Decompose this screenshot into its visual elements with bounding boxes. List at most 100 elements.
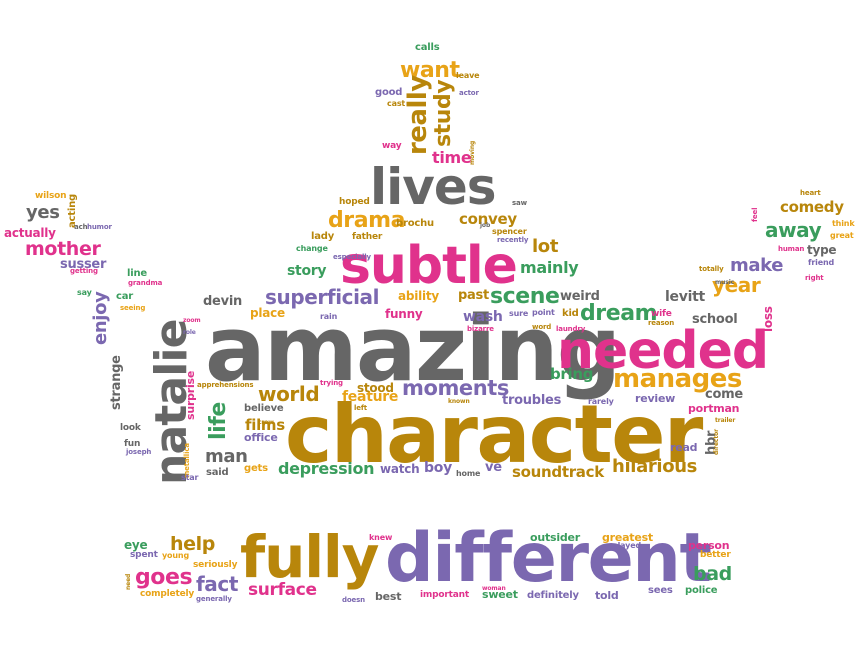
word: fun bbox=[124, 439, 141, 449]
word: music bbox=[715, 279, 735, 286]
word: superficial bbox=[265, 285, 380, 309]
word: story bbox=[287, 263, 327, 279]
word: life bbox=[206, 402, 231, 440]
word: devin bbox=[203, 294, 243, 309]
word: wilson bbox=[35, 191, 67, 201]
word: gets bbox=[244, 463, 268, 474]
word: subtle bbox=[340, 236, 518, 296]
word: dream bbox=[580, 301, 658, 326]
word: star bbox=[181, 473, 199, 482]
word: really bbox=[403, 75, 433, 155]
word: goes bbox=[135, 565, 193, 590]
word: spent bbox=[130, 550, 158, 560]
word: think bbox=[832, 219, 855, 228]
word: man bbox=[205, 446, 248, 467]
word: best bbox=[375, 590, 402, 603]
word: car bbox=[116, 291, 134, 302]
word: definitely bbox=[527, 590, 579, 601]
word: comedy bbox=[780, 198, 844, 216]
word: mainly bbox=[520, 258, 579, 277]
word: grandma bbox=[128, 279, 163, 287]
word: surface bbox=[248, 580, 317, 600]
word: said bbox=[206, 467, 229, 478]
word: hilarious bbox=[612, 456, 698, 477]
word: lives bbox=[370, 158, 497, 216]
word: friend bbox=[808, 258, 835, 267]
word: good bbox=[375, 87, 403, 98]
word: joseph bbox=[126, 448, 152, 456]
word: scene bbox=[490, 284, 560, 309]
word: funny bbox=[385, 307, 423, 321]
word: wash bbox=[463, 309, 503, 325]
word: moving bbox=[469, 140, 476, 165]
word: fully bbox=[240, 523, 379, 591]
word: lot bbox=[532, 236, 559, 257]
word: getting bbox=[70, 267, 98, 275]
word: review bbox=[635, 392, 676, 405]
word: person bbox=[688, 539, 730, 552]
word: rain bbox=[320, 312, 338, 321]
word: kid bbox=[562, 308, 579, 319]
word: time bbox=[432, 148, 472, 167]
word: especially bbox=[333, 253, 371, 261]
word: soundtrack bbox=[512, 463, 604, 481]
word: susser bbox=[60, 257, 107, 272]
word: say bbox=[77, 288, 92, 297]
word: watch bbox=[380, 462, 420, 476]
word: lady bbox=[311, 231, 335, 242]
word: stood bbox=[357, 381, 394, 395]
word: important bbox=[420, 590, 469, 600]
word: sure bbox=[509, 309, 529, 318]
word: world bbox=[258, 382, 320, 406]
word: calls bbox=[415, 42, 440, 53]
word: zoom bbox=[183, 317, 201, 324]
word: word bbox=[532, 323, 552, 331]
word: eye bbox=[124, 538, 148, 552]
word: young bbox=[162, 551, 190, 560]
word: played bbox=[612, 541, 642, 550]
word: help bbox=[170, 533, 216, 555]
word: director bbox=[713, 429, 720, 455]
word: different bbox=[385, 519, 712, 598]
word: seriously bbox=[193, 560, 238, 570]
word: generally bbox=[196, 595, 232, 603]
word: place bbox=[250, 306, 285, 320]
word: spencer bbox=[492, 227, 527, 236]
word: left bbox=[354, 404, 367, 412]
word: manages bbox=[613, 364, 742, 394]
word: weird bbox=[560, 289, 600, 304]
word: known bbox=[448, 398, 470, 405]
word: surprise bbox=[184, 370, 197, 420]
word: portman bbox=[688, 402, 740, 415]
word: depression bbox=[278, 459, 375, 478]
word: reason bbox=[648, 319, 675, 327]
word: point bbox=[532, 308, 555, 317]
word: told bbox=[595, 589, 619, 602]
word: seeing bbox=[120, 304, 146, 312]
word: crew bbox=[258, 419, 274, 426]
word: doesn bbox=[342, 596, 366, 604]
word: amazing bbox=[205, 297, 621, 402]
word: school bbox=[692, 312, 738, 327]
word: bizarre bbox=[467, 325, 494, 333]
word: feel bbox=[751, 207, 759, 222]
word: change bbox=[296, 244, 328, 253]
word: type bbox=[807, 243, 837, 257]
word: saw bbox=[512, 199, 527, 207]
word: great bbox=[830, 231, 854, 240]
word: away bbox=[765, 218, 822, 242]
word: sees bbox=[648, 585, 673, 596]
word: ability bbox=[398, 289, 439, 303]
word: actor bbox=[459, 89, 479, 97]
word: completely bbox=[140, 589, 195, 599]
word: way bbox=[382, 141, 402, 151]
word: come bbox=[705, 387, 743, 402]
word: laundry bbox=[556, 325, 586, 333]
word: father bbox=[352, 232, 383, 242]
word: humor bbox=[87, 223, 112, 231]
word: ach bbox=[74, 223, 88, 231]
word: wife bbox=[651, 309, 672, 319]
word: better bbox=[700, 550, 731, 560]
word: knew bbox=[369, 533, 393, 542]
